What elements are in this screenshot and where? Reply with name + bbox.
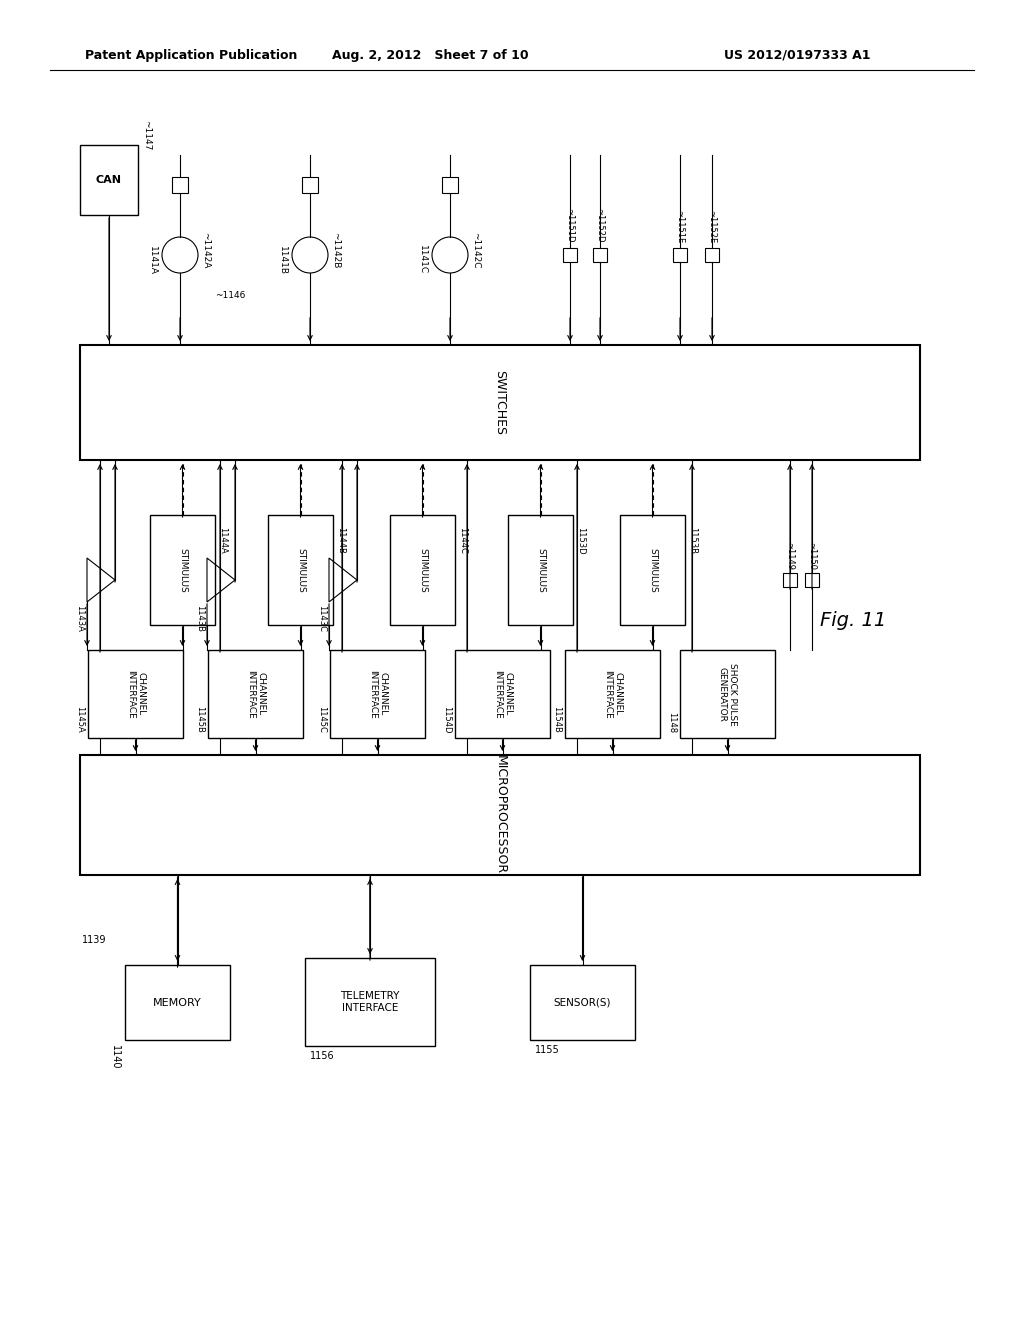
Bar — [673, 248, 687, 261]
Bar — [302, 177, 318, 193]
Text: STIMULUS: STIMULUS — [418, 548, 427, 593]
Text: CAN: CAN — [96, 176, 122, 185]
Text: ~1151E: ~1151E — [676, 210, 684, 243]
Text: 1141C: 1141C — [418, 246, 427, 275]
Text: US 2012/0197333 A1: US 2012/0197333 A1 — [724, 49, 870, 62]
Text: MICROPROCESSOR: MICROPROCESSOR — [494, 755, 507, 875]
Text: ~1142B: ~1142B — [331, 232, 340, 268]
Bar — [390, 515, 455, 624]
Bar — [150, 515, 215, 624]
Text: CHANNEL
INTERFACE: CHANNEL INTERFACE — [603, 669, 623, 718]
Text: STIMULUS: STIMULUS — [296, 548, 305, 593]
Bar — [620, 515, 685, 624]
Text: 1143B: 1143B — [195, 605, 204, 632]
Text: ~1149: ~1149 — [785, 543, 795, 570]
Bar — [442, 177, 458, 193]
Bar — [783, 573, 797, 587]
Bar — [455, 649, 550, 738]
Text: Aug. 2, 2012   Sheet 7 of 10: Aug. 2, 2012 Sheet 7 of 10 — [332, 49, 528, 62]
Text: 1155: 1155 — [535, 1045, 560, 1055]
Text: ~1151D: ~1151D — [565, 209, 574, 243]
Text: 1144A: 1144A — [218, 527, 227, 554]
Text: 1143A: 1143A — [75, 605, 84, 632]
Text: SENSOR(S): SENSOR(S) — [554, 998, 611, 1007]
Bar — [80, 145, 138, 215]
Text: 1144B: 1144B — [336, 527, 345, 554]
Bar — [563, 248, 577, 261]
Text: SWITCHES: SWITCHES — [494, 370, 507, 436]
Bar — [208, 649, 303, 738]
Text: 1154B: 1154B — [552, 706, 561, 733]
Text: ~1147: ~1147 — [142, 120, 151, 150]
Bar — [88, 649, 183, 738]
Text: STIMULUS: STIMULUS — [648, 548, 657, 593]
Text: ~1146: ~1146 — [215, 290, 246, 300]
Bar — [330, 649, 425, 738]
Text: 1141A: 1141A — [148, 246, 157, 275]
Text: SHOCK PULSE
GENERATOR: SHOCK PULSE GENERATOR — [718, 663, 737, 726]
Bar — [530, 965, 635, 1040]
Text: CHANNEL
INTERFACE: CHANNEL INTERFACE — [246, 669, 265, 718]
Text: 1139: 1139 — [82, 935, 106, 945]
Bar — [305, 958, 435, 1045]
Text: 1143C: 1143C — [317, 605, 326, 632]
Text: ~1152D: ~1152D — [596, 209, 604, 243]
Text: CHANNEL
INTERFACE: CHANNEL INTERFACE — [126, 669, 145, 718]
Bar — [268, 515, 333, 624]
Text: ~1142C: ~1142C — [471, 232, 480, 268]
Text: 1145C: 1145C — [317, 706, 326, 733]
Text: 1153B: 1153B — [688, 527, 697, 554]
Bar — [805, 573, 819, 587]
Text: CHANNEL
INTERFACE: CHANNEL INTERFACE — [493, 669, 512, 718]
Text: 1140: 1140 — [110, 1045, 120, 1069]
Text: 1144C: 1144C — [458, 527, 467, 554]
Text: 1154D: 1154D — [442, 705, 451, 733]
Bar — [172, 177, 188, 193]
Text: STIMULUS: STIMULUS — [536, 548, 545, 593]
Text: 1148: 1148 — [667, 711, 676, 733]
Text: TELEMETRY
INTERFACE: TELEMETRY INTERFACE — [340, 991, 399, 1012]
Text: CHANNEL
INTERFACE: CHANNEL INTERFACE — [368, 669, 387, 718]
Text: 1153D: 1153D — [575, 527, 585, 554]
Text: Patent Application Publication: Patent Application Publication — [85, 49, 297, 62]
Text: MEMORY: MEMORY — [154, 998, 202, 1007]
Text: 1156: 1156 — [310, 1051, 335, 1061]
Text: 1141B: 1141B — [278, 246, 287, 275]
Bar — [565, 649, 660, 738]
Bar — [593, 248, 607, 261]
Text: 1145B: 1145B — [195, 706, 204, 733]
Text: 1145A: 1145A — [75, 706, 84, 733]
Text: ~1150: ~1150 — [808, 543, 816, 570]
Bar — [680, 649, 775, 738]
Bar — [80, 755, 920, 875]
Bar — [125, 965, 230, 1040]
Bar — [705, 248, 719, 261]
Text: ~1152E: ~1152E — [708, 210, 717, 243]
Bar — [80, 345, 920, 459]
Text: ~1142A: ~1142A — [201, 232, 210, 268]
Text: STIMULUS: STIMULUS — [178, 548, 187, 593]
Text: Fig. 11: Fig. 11 — [820, 610, 886, 630]
Bar — [508, 515, 573, 624]
